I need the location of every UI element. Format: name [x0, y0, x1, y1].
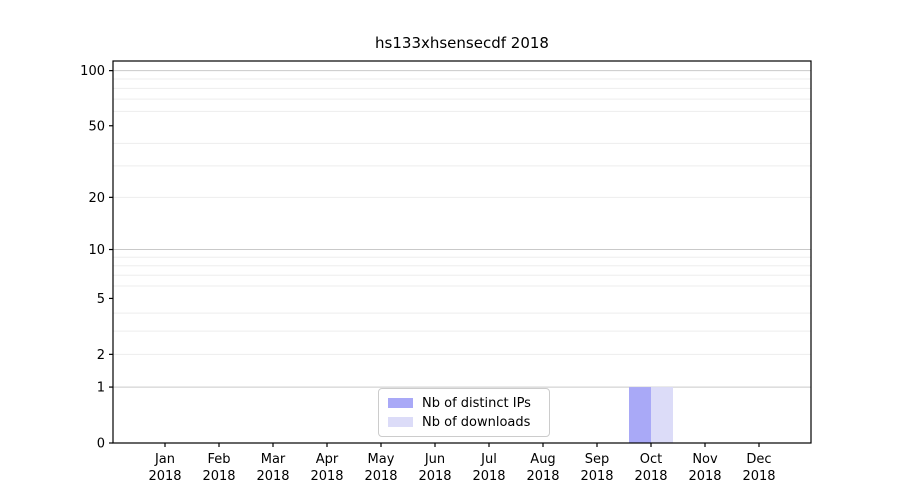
x-tick-label-year: 2018: [580, 469, 613, 484]
legend-label-downloads: Nb of downloads: [422, 414, 531, 430]
x-tick-label-month: Dec: [746, 452, 771, 467]
x-tick-label-year: 2018: [526, 469, 559, 484]
legend-item-downloads: Nb of downloads: [388, 416, 549, 429]
x-tick-label-month: May: [368, 452, 395, 467]
y-tick-label: 0: [97, 437, 105, 452]
chart-title: hs133xhsensecdf 2018: [375, 34, 549, 52]
x-tick-label-month: Aug: [530, 452, 555, 467]
y-tick-label: 5: [97, 292, 105, 307]
x-tick-label-year: 2018: [688, 469, 721, 484]
legend-label-distinct-ips: Nb of distinct IPs: [422, 395, 531, 411]
y-tick-label: 50: [88, 119, 105, 134]
x-tick-label-month: Sep: [585, 452, 610, 467]
y-tick-label: 10: [88, 243, 105, 258]
bar-distinct-ips: [629, 387, 651, 443]
y-tick-label: 20: [88, 191, 105, 206]
x-tick-label-year: 2018: [148, 469, 181, 484]
x-tick-label-month: Oct: [640, 452, 662, 467]
x-tick-label-year: 2018: [256, 469, 289, 484]
x-tick-label-year: 2018: [364, 469, 397, 484]
x-tick-label-month: Jul: [480, 452, 497, 467]
x-tick-label-month: Jan: [154, 452, 175, 467]
y-tick-label: 100: [80, 64, 105, 79]
x-tick-label-year: 2018: [472, 469, 505, 484]
x-tick-label-month: Nov: [692, 452, 718, 467]
x-tick-label-year: 2018: [418, 469, 451, 484]
x-tick-label-month: Mar: [261, 452, 286, 467]
legend-swatch-distinct-ips: [388, 398, 413, 408]
x-tick-label-month: Feb: [207, 452, 230, 467]
legend-item-distinct-ips: Nb of distinct IPs: [388, 397, 549, 410]
x-tick-label-month: Apr: [316, 452, 339, 467]
legend-swatch-downloads: [388, 417, 413, 427]
y-tick-label: 1: [97, 381, 105, 396]
bar-downloads: [651, 387, 673, 443]
legend: Nb of distinct IPs Nb of downloads: [378, 388, 550, 437]
x-tick-label-year: 2018: [634, 469, 667, 484]
y-tick-label: 2: [97, 348, 105, 363]
plot-border: [112, 60, 812, 444]
x-tick-label-month: Jun: [424, 452, 445, 467]
x-tick-label-year: 2018: [202, 469, 235, 484]
x-tick-label-year: 2018: [310, 469, 343, 484]
x-tick-label-year: 2018: [742, 469, 775, 484]
